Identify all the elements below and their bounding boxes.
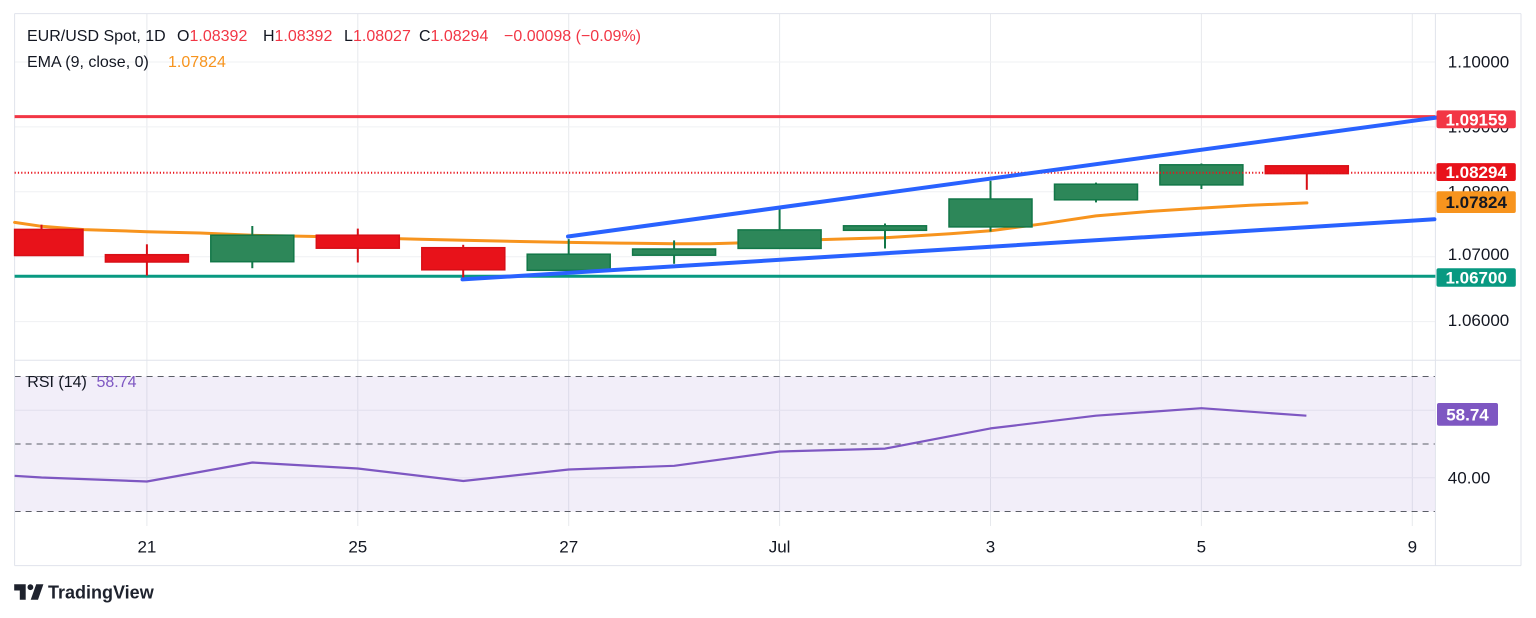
svg-text:1.07824: 1.07824 xyxy=(1445,193,1507,212)
svg-text:5: 5 xyxy=(1197,538,1206,557)
svg-text:1.10000: 1.10000 xyxy=(1448,53,1509,72)
svg-text:9: 9 xyxy=(1408,538,1417,557)
svg-text:1.08027: 1.08027 xyxy=(353,28,411,45)
svg-text:1.08294: 1.08294 xyxy=(431,28,489,45)
svg-text:RSI (14): RSI (14) xyxy=(27,374,87,391)
svg-text:1.08294: 1.08294 xyxy=(1445,163,1507,182)
svg-text:TradingView: TradingView xyxy=(48,583,155,603)
svg-text:1.06000: 1.06000 xyxy=(1448,311,1509,330)
svg-text:L: L xyxy=(344,28,353,45)
svg-text:1.09159: 1.09159 xyxy=(1445,110,1506,129)
svg-text:Jul: Jul xyxy=(769,538,791,557)
svg-text:1.08392: 1.08392 xyxy=(190,28,248,45)
svg-text:1.06700: 1.06700 xyxy=(1445,269,1506,288)
svg-text:EUR/USD Spot, 1D: EUR/USD Spot, 1D xyxy=(27,28,166,45)
svg-text:58.74: 58.74 xyxy=(1446,405,1489,424)
svg-text:−0.00098 (−0.09%): −0.00098 (−0.09%) xyxy=(504,28,641,45)
svg-text:27: 27 xyxy=(559,538,578,557)
svg-text:H: H xyxy=(263,28,275,45)
svg-text:1.08392: 1.08392 xyxy=(275,28,333,45)
svg-text:21: 21 xyxy=(137,538,156,557)
svg-text:1.07824: 1.07824 xyxy=(168,54,226,71)
svg-text:O: O xyxy=(177,28,189,45)
svg-text:25: 25 xyxy=(348,538,367,557)
svg-text:40.00: 40.00 xyxy=(1448,468,1491,487)
svg-text:C: C xyxy=(419,28,431,45)
svg-text:3: 3 xyxy=(986,538,995,557)
svg-text:58.74: 58.74 xyxy=(97,374,137,391)
svg-text:EMA (9, close, 0): EMA (9, close, 0) xyxy=(27,54,149,71)
svg-text:1.07000: 1.07000 xyxy=(1448,245,1509,264)
